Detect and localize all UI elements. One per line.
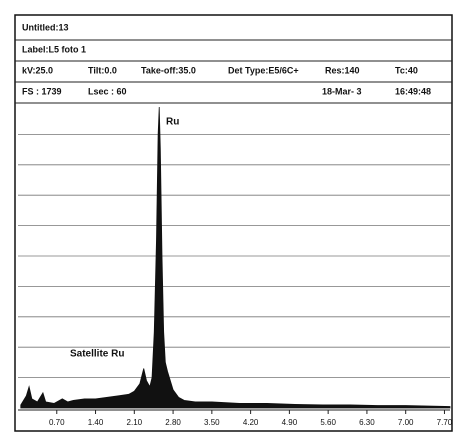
- x-tick-label: 4.90: [282, 418, 298, 427]
- header-field: FS : 1739: [22, 86, 62, 96]
- header-field: 18-Mar- 3: [322, 86, 362, 96]
- header-field: 16:49:48: [395, 86, 431, 96]
- x-tick-label: 4.20: [243, 418, 259, 427]
- frame: [14, 14, 453, 432]
- x-tick-label: 2.80: [165, 418, 181, 427]
- x-tick-label: 0.70: [49, 418, 65, 427]
- header-field: Lsec : 60: [88, 86, 127, 96]
- header-field: kV:25.0: [22, 65, 53, 75]
- header-field: Label:L5 foto 1: [22, 44, 86, 54]
- spectrum: [20, 107, 451, 409]
- annotation: Satellite Ru: [70, 349, 124, 360]
- annotation: Ru: [166, 117, 179, 128]
- x-tick-label: 1.40: [88, 418, 104, 427]
- header-field: Tilt:0.0: [88, 65, 117, 75]
- x-tick-label: 5.60: [320, 418, 336, 427]
- header-field: Det Type:E5/6C+: [228, 65, 299, 75]
- header-field: Tc:40: [395, 65, 418, 75]
- x-tick-label: 7.00: [398, 418, 414, 427]
- header-field: Take-off:35.0: [141, 65, 196, 75]
- x-tick-label: 7.70: [437, 418, 453, 427]
- header-field: Res:140: [325, 65, 360, 75]
- x-tick-label: 3.50: [204, 418, 220, 427]
- header-field: Untitled:13: [22, 22, 69, 32]
- x-tick-label: 6.30: [359, 418, 375, 427]
- x-tick-label: 2.10: [127, 418, 143, 427]
